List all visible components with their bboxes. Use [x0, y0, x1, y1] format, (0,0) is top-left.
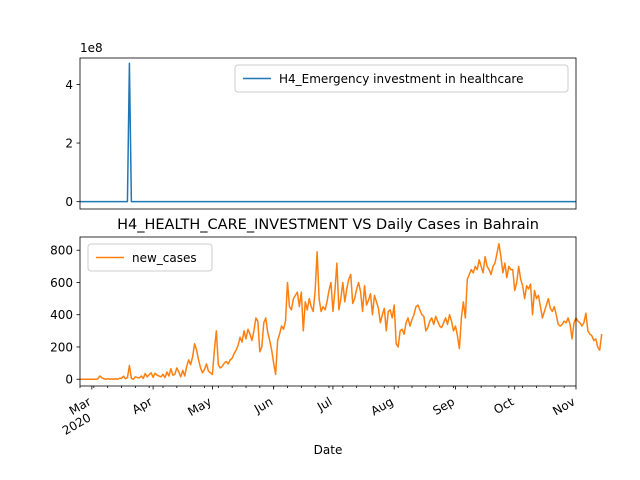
y-tick-label: 2 [65, 137, 73, 151]
series-line-new_cases [80, 243, 603, 380]
x-axis-label: Date [314, 443, 343, 457]
top-subplot: 0 2 4 1e8 H4_Emergency investment in healthc… [65, 41, 577, 210]
legend-label: new_cases [132, 251, 197, 265]
y-tick-label: 600 [50, 276, 73, 290]
x-tick-label: Oct [491, 394, 516, 417]
legend-label: H4_Emergency investment in healthcare [279, 72, 523, 86]
series-line-H4_Emergency investment in healthcare [80, 62, 576, 203]
x-tick-label: May [185, 394, 213, 419]
x-tick-label: Jun [251, 394, 275, 416]
y-tick-label: 0 [65, 195, 73, 209]
legend-box [234, 64, 569, 93]
y-tick-label: 800 [50, 244, 73, 258]
y-tick-label: 4 [65, 78, 73, 92]
axes-frame [79, 236, 577, 387]
x-tick-label: Apr [130, 394, 155, 417]
x-tick-label: Nov [550, 394, 577, 418]
x-tick-label: Aug [368, 394, 395, 418]
y-offset-text: 1e8 [80, 41, 103, 55]
chart-title: H4_HEALTH_CARE_INVESTMENT VS Daily Cases… [117, 217, 539, 233]
y-tick-label: 0 [65, 373, 73, 387]
x-tick-label: Jul [314, 394, 334, 414]
legend-box [87, 243, 213, 272]
x-tick-label: Sep [430, 394, 457, 417]
y-tick-label: 400 [50, 308, 73, 322]
axes-frame [79, 57, 577, 210]
bottom-subplot: 0 200 400 600 800 H4_HEALTH_CARE_INVESTMENT V… [50, 217, 603, 457]
y-tick-label: 200 [50, 340, 73, 354]
